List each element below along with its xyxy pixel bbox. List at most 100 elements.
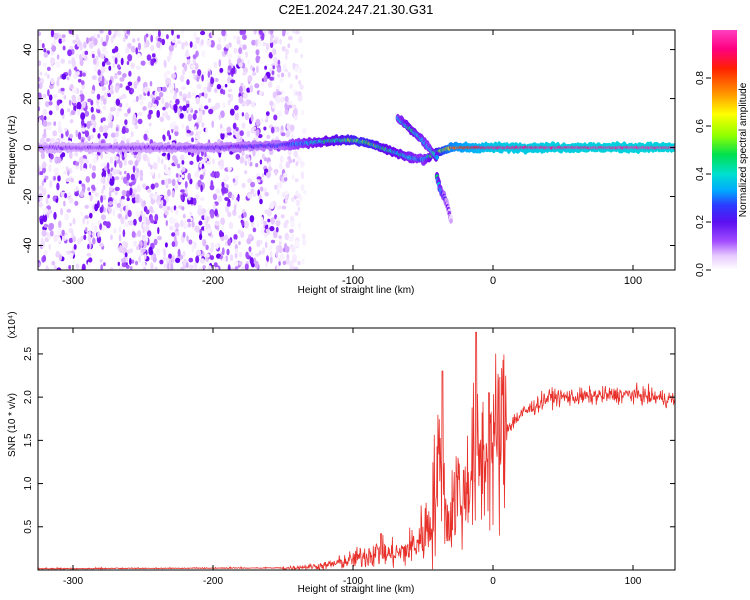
spectrogram-cell [69,84,74,90]
spectrogram-cell [41,188,47,196]
spectrogram-cell [215,188,221,195]
colorbar-tick-label: 0.0 [695,263,706,277]
spectrogram-cell [227,191,233,199]
spectrogram-cell [131,231,136,238]
spectrogram-cell [194,194,200,200]
spectrogram-cell [87,230,92,236]
spectrogram-cell [233,234,238,240]
spectrogram-cell [124,158,127,166]
spectrogram-cell [255,118,261,127]
spectrogram-cell [174,235,177,243]
spectrogram-cell [87,135,91,142]
spectrogram-cell [162,112,165,118]
spectrogram-cell [109,156,114,164]
spectrogram-cell [65,177,70,183]
spectrogram-cell [112,33,116,39]
spectrogram-cell [195,134,201,140]
spectrogram-cell [159,259,164,265]
spectrogram-cell [50,30,55,38]
spectrogram-cell [78,70,83,77]
spectrogram-cell [114,57,118,65]
spectrogram-cell [128,248,134,254]
spectrogram-cell [160,199,164,206]
spectrogram-cell [103,98,107,105]
spectrogram-cell [201,74,204,82]
spectrogram-cell [89,212,93,219]
spectrogram-cell [102,124,108,133]
spectrogram-cell [290,197,295,202]
spectrogram-cell [91,119,94,124]
spectrogram-cell [121,136,127,142]
spectrogram-cell [117,64,121,69]
spectrogram-cell [203,86,208,94]
spectrogram-cell [125,85,131,91]
colorbar-tick-label: 0.8 [695,71,706,85]
x-tick-label: 0 [490,576,496,587]
spectrogram-cell [159,116,165,123]
spectrogram-cell [175,184,178,190]
spectrogram-cell [165,34,169,40]
spectrogram-cell [114,186,120,192]
spectrogram-cell [256,56,261,60]
spectrogram-cell [193,73,196,79]
spectrogram-cell [103,262,106,267]
spectrogram-cell [270,239,276,244]
spectrogram-cell [161,38,166,46]
spectrogram-cell [84,130,90,138]
spectrogram-cell [117,31,121,38]
spectrogram-cell [194,62,199,70]
spectrogram-cell [61,229,65,236]
spectrogram-cell [255,253,260,257]
spectrogram-cell [81,191,84,195]
spectrogram-cell [202,109,205,115]
spectrogram-cell [199,92,202,98]
spectrogram-cell [96,93,101,100]
spectrogram-cell [285,53,288,61]
spectrogram-cell [275,250,279,258]
spectrogram-cell [130,131,134,138]
spectrogram-cell [68,265,72,270]
spectrogram-cell [221,181,225,188]
spectrogram-cell [244,263,249,270]
spectrogram-cell [285,245,290,253]
spectrogram-cell [435,154,439,160]
spectrogram-cell [68,99,72,106]
spectrogram-cell [150,262,154,270]
spectrogram-cell [255,163,259,168]
spectrogram-cell [171,178,176,187]
spectrogram-cell [41,43,45,49]
spectrogram-cell [76,108,81,116]
spectrogram-cell [108,93,112,98]
spectrogram-cell [190,64,196,69]
spectrogram-cell [210,242,215,250]
spectrogram-cell [124,214,128,220]
spectrogram-cell [192,113,197,120]
spectrogram-cell [136,37,140,42]
spectrogram-cell [76,237,82,245]
spectrogram-cell [104,181,109,187]
spectrogram-cell [48,126,52,131]
spectrogram-cell [205,215,209,223]
spectrogram-cell [84,204,89,209]
spectrogram-cell [227,166,232,172]
spectrogram-cell [47,74,50,79]
spectrogram-cell [244,160,248,166]
spectrogram-cell [299,195,303,202]
spectrogram-cell [42,213,47,222]
spectrogram-cell [299,84,304,90]
spectrogram-cell [219,67,224,73]
spectrogram-cell [247,75,253,82]
spectrogram-cell [118,96,123,101]
spectrogram-cell [127,81,133,87]
spectrogram-cell [120,57,124,66]
spectrogram-cell [94,192,100,197]
spectrogram-cell [232,35,237,40]
spectrogram-cell [88,257,93,263]
spectrogram-cell [270,126,275,134]
spectrogram-cell [172,95,177,100]
spectrogram-cell [241,151,245,157]
spectrogram-cell [134,124,139,130]
spectrogram-cell [208,108,214,115]
spectrogram-cell [99,222,102,231]
spectrogram-frame [37,29,676,271]
